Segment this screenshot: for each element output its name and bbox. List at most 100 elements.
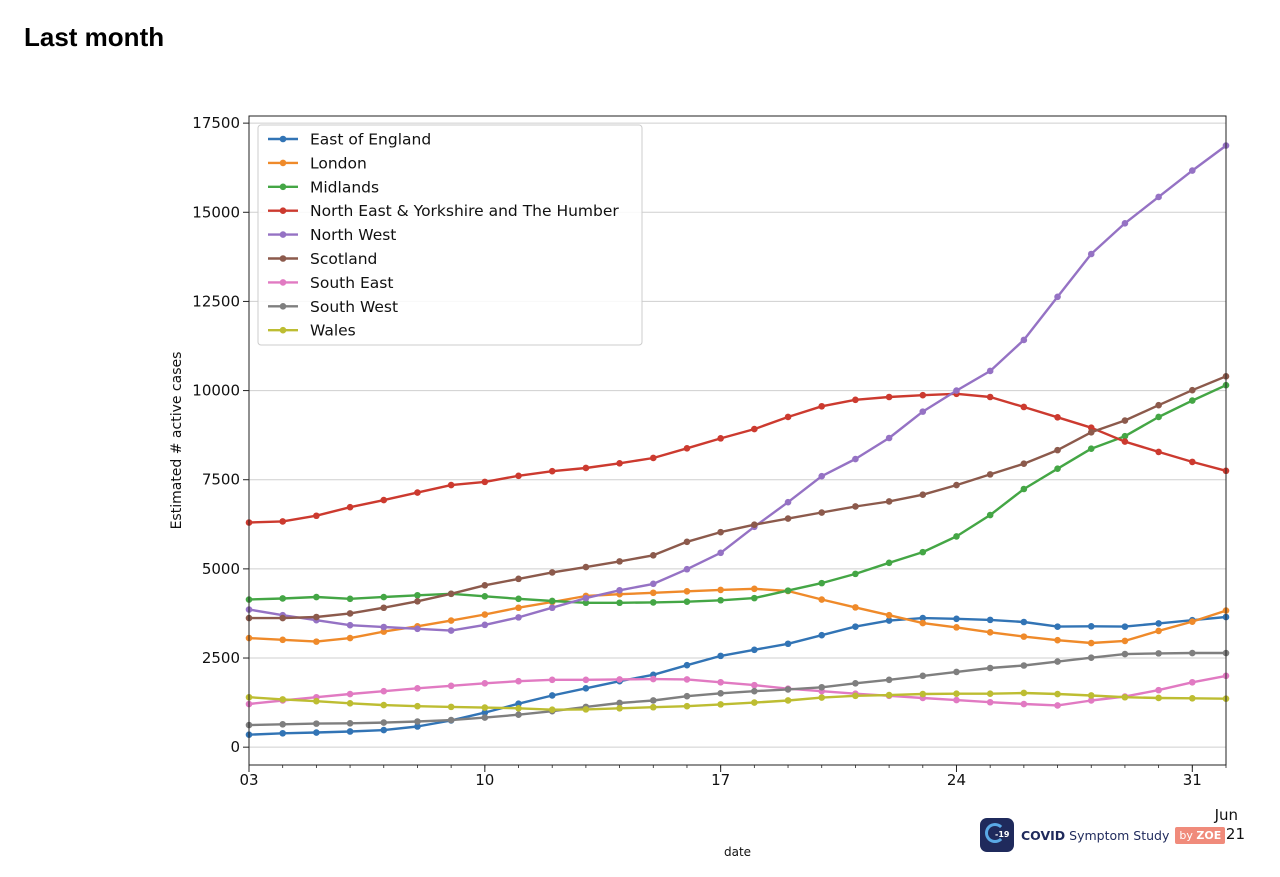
- data-point: [649, 703, 657, 711]
- legend: East of England London Midlands North East …: [257, 124, 643, 346]
- data-point: [986, 664, 994, 672]
- data-point: [616, 599, 623, 607]
- data-point: [515, 700, 522, 707]
- legend-item: Scotland: [268, 250, 377, 268]
- data-point: [717, 701, 724, 708]
- data-point: [313, 729, 320, 736]
- data-point: [447, 716, 455, 724]
- data-point: [380, 623, 388, 631]
- data-point: [986, 698, 994, 706]
- data-point: [414, 598, 421, 605]
- data-point: [784, 587, 792, 594]
- data-point: [447, 682, 455, 690]
- series-line: [248, 392, 1227, 524]
- data-point: [1155, 401, 1162, 409]
- data-point: [279, 518, 286, 525]
- data-point: [1054, 690, 1061, 698]
- series-line: [248, 144, 1227, 632]
- legend-label: South West: [310, 298, 398, 316]
- data-point: [1189, 458, 1196, 466]
- data-point: [582, 464, 590, 472]
- series-line: [248, 615, 1227, 736]
- data-point: [986, 471, 994, 478]
- data-point: [346, 719, 354, 727]
- grid-lines: [249, 122, 1226, 748]
- legend-marker: [279, 326, 287, 334]
- data-point: [1087, 424, 1095, 431]
- data-point: [649, 589, 657, 597]
- data-point: [447, 617, 455, 624]
- data-point: [414, 591, 421, 599]
- data-point: [953, 387, 960, 394]
- logo-text-bold: COVID: [1021, 827, 1066, 843]
- data-point: [346, 595, 354, 603]
- data-point: [1155, 193, 1162, 201]
- data-point: [953, 533, 960, 540]
- data-point: [1054, 623, 1061, 630]
- series-london: [245, 585, 1230, 647]
- data-point: [986, 629, 994, 636]
- data-point: [953, 615, 960, 623]
- data-point: [1155, 694, 1162, 702]
- legend-marker: [279, 183, 287, 191]
- legend-label: North West: [310, 226, 396, 244]
- data-point: [953, 696, 960, 704]
- data-point: [380, 593, 388, 601]
- data-point: [346, 634, 354, 642]
- data-point: [1087, 639, 1095, 647]
- data-point: [1020, 662, 1028, 669]
- legend-marker: [279, 231, 287, 238]
- data-point: [885, 691, 893, 699]
- data-point: [414, 702, 421, 710]
- series-line: [249, 375, 1227, 620]
- data-point: [717, 678, 724, 686]
- series-north-east-yorkshire-and-the-humber: [245, 390, 1230, 526]
- data-point: [1087, 692, 1095, 699]
- data-point: [548, 467, 556, 475]
- data-point: [481, 581, 489, 589]
- data-point: [346, 503, 354, 511]
- data-point: [1054, 414, 1061, 421]
- data-point: [1155, 448, 1162, 456]
- data-point: [1189, 167, 1196, 174]
- data-point: [885, 498, 893, 505]
- x-tick-label: 03: [239, 771, 258, 789]
- data-point: [1020, 689, 1028, 697]
- x-axis-label: date: [724, 845, 751, 859]
- data-point: [683, 588, 691, 595]
- logo-text: COVID Symptom Study: [1021, 828, 1169, 843]
- data-point: [683, 538, 691, 546]
- data-point: [751, 594, 758, 602]
- data-point: [1087, 250, 1095, 258]
- data-point: [751, 699, 758, 706]
- data-point: [717, 549, 724, 557]
- data-point: [919, 690, 927, 698]
- data-point: [1155, 650, 1162, 657]
- data-point: [1121, 220, 1129, 227]
- data-point: [1020, 460, 1028, 467]
- legend-item: Midlands: [268, 178, 379, 196]
- data-point: [313, 512, 320, 520]
- data-point: [717, 435, 724, 442]
- logo-tag-bold: ZOE: [1196, 828, 1222, 842]
- data-point: [481, 714, 489, 721]
- legend-label: Scotland: [310, 250, 377, 268]
- series-wales: [245, 689, 1230, 714]
- x-tick-label: 31: [1183, 771, 1202, 789]
- data-point: [313, 638, 320, 645]
- x-period-month: Jun: [1214, 806, 1238, 824]
- data-point: [279, 595, 286, 602]
- data-point: [447, 627, 455, 634]
- data-point: [852, 570, 859, 578]
- data-point: [852, 680, 859, 687]
- legend-item: North West: [268, 226, 396, 244]
- legend-label: North East & Yorkshire and The Humber: [310, 202, 619, 220]
- data-point: [1020, 336, 1028, 344]
- data-point: [616, 558, 623, 565]
- series-north-west: [245, 142, 1230, 634]
- data-point: [717, 528, 724, 536]
- data-point: [313, 720, 320, 727]
- data-point: [818, 509, 826, 516]
- data-point: [717, 690, 724, 697]
- data-point: [784, 498, 792, 506]
